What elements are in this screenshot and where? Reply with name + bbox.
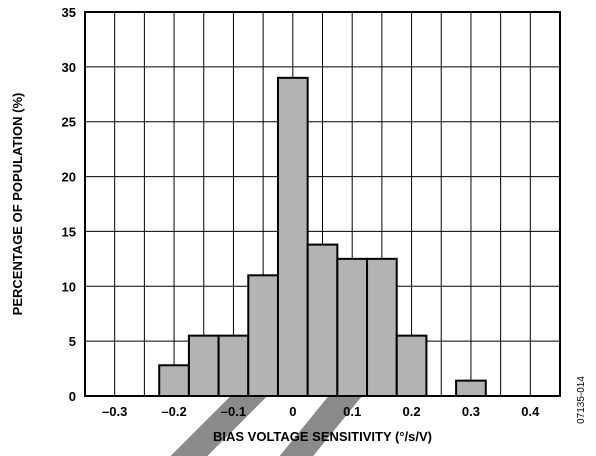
histogram-bar xyxy=(217,334,250,397)
histogram-bar xyxy=(306,243,339,397)
y-tick-label: 0 xyxy=(69,389,76,404)
y-tick-label: 20 xyxy=(62,170,76,185)
bars xyxy=(158,76,487,398)
x-tick-label: 0.3 xyxy=(462,404,480,419)
x-tick-label: 0.4 xyxy=(521,404,540,419)
x-tick-label: 0.1 xyxy=(343,404,361,419)
tick-labels: –0.3 –0.2 –0.1 0 0.1 0.2 0.3 0.4 0 5 10 15 20 25 30 35 xyxy=(62,5,541,419)
y-tick-label: 5 xyxy=(69,334,76,349)
histogram-bar xyxy=(187,334,220,397)
histogram-bar xyxy=(395,334,428,397)
x-tick-label: –0.3 xyxy=(102,404,127,419)
x-tick-label: 0.2 xyxy=(403,404,421,419)
y-tick-label: 30 xyxy=(62,60,76,75)
histogram-bar xyxy=(336,257,369,397)
histogram-bar xyxy=(455,379,487,398)
y-tick-label: 10 xyxy=(62,279,76,294)
y-tick-label: 35 xyxy=(62,5,76,20)
x-axis-title: BIAS VOLTAGE SENSITIVITY (°/s/V) xyxy=(213,429,432,444)
histogram-bar xyxy=(276,76,309,397)
histogram-bar xyxy=(366,257,398,397)
y-tick-label: 25 xyxy=(62,115,76,130)
y-tick-label: 15 xyxy=(62,224,76,239)
x-tick-label: –0.1 xyxy=(221,404,246,419)
plot-frame xyxy=(84,11,561,397)
y-axis-title: PERCENTAGE OF POPULATION (%) xyxy=(10,93,25,316)
x-tick-label: –0.2 xyxy=(161,404,186,419)
histogram-bar xyxy=(158,364,190,397)
x-tick-label: 0 xyxy=(289,404,296,419)
figure-id: 07135-014 xyxy=(576,376,587,424)
histogram-bar xyxy=(247,274,279,398)
